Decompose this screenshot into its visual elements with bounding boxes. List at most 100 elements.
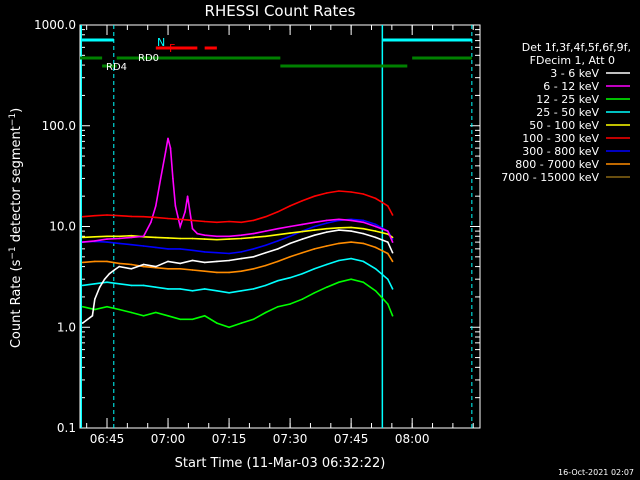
data-point xyxy=(240,322,243,324)
data-point xyxy=(118,283,120,285)
legend-header-2: FDecim 1, Att 0 xyxy=(530,54,615,67)
data-point xyxy=(106,241,108,243)
legend-label: 25 - 50 keV xyxy=(536,106,599,119)
rd4-label: RD4 xyxy=(106,62,127,73)
data-point xyxy=(167,268,169,270)
data-point xyxy=(167,248,169,250)
data-point xyxy=(167,260,169,263)
data-point xyxy=(103,278,106,281)
data-point xyxy=(216,238,218,241)
data-point xyxy=(203,270,206,273)
data-point xyxy=(313,225,316,228)
data-point xyxy=(301,251,304,254)
data-point xyxy=(313,292,316,294)
data-point xyxy=(289,225,291,228)
data-point xyxy=(313,229,316,231)
x-tick-label: 07:45 xyxy=(334,432,369,446)
data-point xyxy=(191,237,194,240)
data-point xyxy=(106,260,108,263)
data-point xyxy=(216,221,218,224)
data-point xyxy=(301,223,304,226)
data-point xyxy=(228,252,230,255)
data-point xyxy=(130,284,133,287)
data-point xyxy=(313,248,316,250)
y-axis-label: Count Rate (s−1 detector segment−1) xyxy=(8,108,24,348)
data-point xyxy=(277,233,279,236)
data-point xyxy=(301,272,304,275)
data-point xyxy=(164,151,167,153)
data-point xyxy=(142,263,145,266)
data-point xyxy=(228,220,230,223)
legend-label: 100 - 300 keV xyxy=(522,132,599,145)
data-point xyxy=(155,311,157,314)
y-label-main: Count Rate (s xyxy=(9,259,24,348)
data-point xyxy=(216,322,218,324)
data-point xyxy=(203,238,206,240)
data-point xyxy=(252,318,255,321)
legend: Det 1f,3f,4f,5f,6f,9f, FDecim 1, Att 0 3… xyxy=(501,41,631,184)
data-point xyxy=(106,238,108,240)
data-point xyxy=(325,263,328,266)
x-tick-label: 07:15 xyxy=(212,432,247,446)
data-point xyxy=(184,211,186,213)
data-point xyxy=(118,214,120,217)
legend-label: 3 - 6 keV xyxy=(550,67,599,80)
data-point xyxy=(313,195,316,197)
data-point xyxy=(325,222,328,224)
data-point xyxy=(118,237,120,240)
data-point xyxy=(362,193,365,195)
data-point xyxy=(191,259,194,262)
x-tick-label: 07:30 xyxy=(273,432,308,446)
data-point xyxy=(252,236,255,239)
data-point xyxy=(264,311,267,314)
data-point xyxy=(94,214,96,217)
timestamp: 16-Oct-2021 02:07 xyxy=(558,468,634,477)
data-point xyxy=(301,238,304,240)
data-point xyxy=(374,236,377,239)
data-point xyxy=(106,281,108,284)
data-point xyxy=(172,177,174,180)
data-point xyxy=(228,326,230,329)
data-point xyxy=(391,288,394,290)
data-point xyxy=(130,236,133,239)
data-point xyxy=(196,232,199,235)
data-point xyxy=(81,322,84,324)
data-point xyxy=(142,315,145,317)
data-point xyxy=(338,242,340,245)
data-point xyxy=(325,245,328,247)
data-point xyxy=(362,232,365,235)
data-point xyxy=(228,292,230,294)
x-tick-label: 06:45 xyxy=(90,432,125,446)
legend-header-1: Det 1f,3f,4f,5f,6f,9f, xyxy=(522,41,631,54)
data-point xyxy=(289,232,291,234)
data-point xyxy=(94,260,96,263)
data-point xyxy=(81,236,84,239)
data-point xyxy=(142,235,145,238)
data-point xyxy=(240,221,243,224)
data-point xyxy=(159,177,162,180)
data-point xyxy=(240,251,243,253)
data-point xyxy=(203,288,206,290)
data-point xyxy=(338,259,340,262)
data-point xyxy=(277,305,279,308)
data-point xyxy=(113,269,116,271)
data-point xyxy=(264,235,267,238)
data-point xyxy=(216,271,218,274)
legend-label: 300 - 800 keV xyxy=(522,145,599,158)
data-point xyxy=(179,268,181,270)
data-point xyxy=(142,245,145,247)
x-tick-label: 07:00 xyxy=(151,432,186,446)
data-point xyxy=(130,268,133,270)
data-point xyxy=(387,205,389,207)
data-point xyxy=(338,229,340,231)
data-point xyxy=(228,271,230,274)
legend-label: 12 - 25 keV xyxy=(536,93,599,106)
data-point xyxy=(350,226,352,229)
data-point xyxy=(240,237,243,240)
data-point xyxy=(191,219,194,222)
data-point xyxy=(350,257,352,260)
data-point xyxy=(142,265,145,268)
data-point xyxy=(179,237,181,240)
data-point xyxy=(387,303,389,305)
data-point xyxy=(301,230,304,233)
